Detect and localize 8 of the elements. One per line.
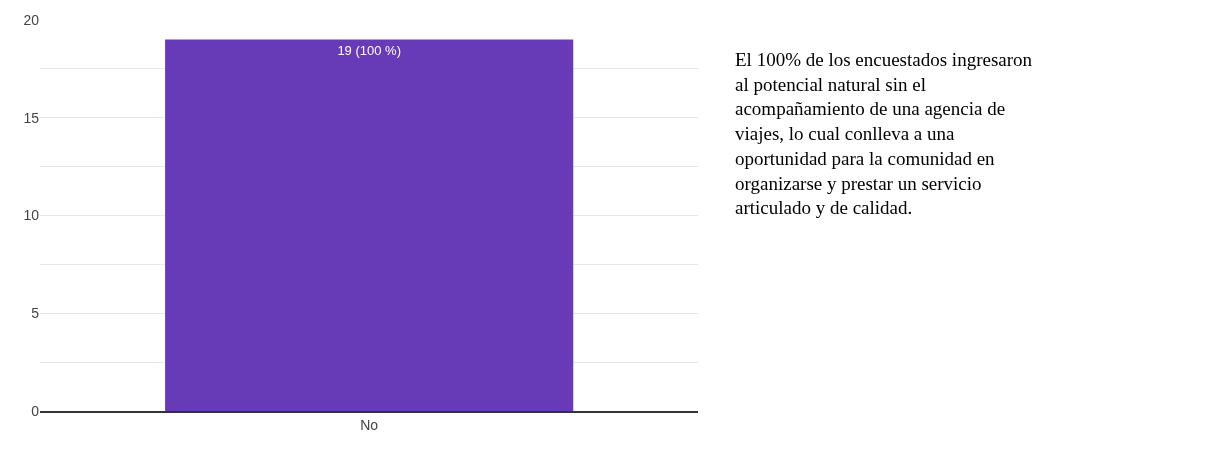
x-tick-label: No xyxy=(360,416,379,433)
data-label: 19 (100 %) xyxy=(337,42,401,58)
y-tick-label: 10 xyxy=(23,207,40,224)
text: El 100% de los encuestados ingresaron al potencial natural sin el acompañamiento de una agencia de viajes, lo cual conlleva a una oportunidad para la comunidad en organizarse y prestar un servicio articulado y de calidad. xyxy=(735,49,1033,219)
y-tick-label: 0 xyxy=(31,402,40,419)
y-tick-label: 15 xyxy=(23,109,40,126)
y-tick-label: 20 xyxy=(23,11,40,28)
y-tick-label: 5 xyxy=(31,305,40,322)
